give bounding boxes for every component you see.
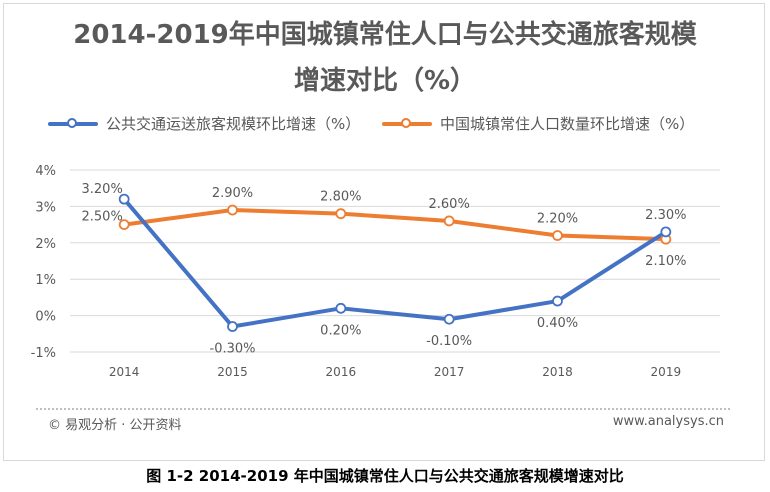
y-tick-label: 1% <box>35 273 56 288</box>
footer-site: www.analysys.cn <box>612 414 724 429</box>
data-label-series2: 2.90% <box>212 186 253 201</box>
data-label-series2: 2.50% <box>82 210 123 225</box>
y-tick-label: 0% <box>35 310 56 325</box>
legend-label-series2: 中国城镇常住人口数量环比增速（%） <box>440 115 695 133</box>
data-point-series1 <box>552 295 563 307</box>
x-tick-label: 2014 <box>109 365 140 379</box>
chart-frame <box>3 3 765 461</box>
data-point-series1 <box>118 193 130 205</box>
legend-label-series1: 公共交通运送旅客规模环比增速（%） <box>106 115 361 133</box>
legend-marker-series2 <box>401 118 411 128</box>
data-label-series2: 2.60% <box>429 197 470 212</box>
data-label-series1: 0.20% <box>320 323 361 338</box>
data-label-series1: -0.30% <box>210 342 256 357</box>
y-tick-label: -1% <box>31 346 56 361</box>
chart-title-line2: 增速对比（%） <box>293 66 477 96</box>
data-label-series1: 2.30% <box>645 208 686 223</box>
data-point-series2 <box>443 215 455 227</box>
figure-caption: 图 1-2 2014-2019 年中国城镇常住人口与公共交通旅客规模增速对比 <box>146 467 624 485</box>
x-tick-label: 2016 <box>326 365 357 379</box>
data-point-series1 <box>660 226 672 238</box>
footer-source: © 易观分析 · 公开资料 <box>48 418 182 433</box>
y-tick-label: 2% <box>35 237 56 252</box>
data-point-series2 <box>552 230 563 241</box>
x-tick-label: 2017 <box>434 365 465 379</box>
data-label-series2: 2.10% <box>645 254 686 269</box>
data-point-series1 <box>227 321 238 332</box>
chart-title-line1: 2014-2019年中国城镇常住人口与公共交通旅客规模 <box>73 20 697 50</box>
legend-item-series2: 中国城镇常住人口数量环比增速（%） <box>382 112 722 136</box>
y-tick-label: 3% <box>35 200 56 215</box>
x-tick-label: 2018 <box>542 365 573 379</box>
data-label-series1: 3.20% <box>82 182 123 197</box>
data-point-series1 <box>335 302 347 314</box>
x-tick-label: 2015 <box>217 365 248 379</box>
legend-marker-series1 <box>67 118 77 128</box>
data-label-series2: 2.80% <box>320 190 361 205</box>
data-label-series1: 0.40% <box>537 316 578 331</box>
footer-divider <box>36 408 730 410</box>
series-line-2 <box>122 208 668 242</box>
data-label-series1: -0.10% <box>426 334 472 349</box>
y-tick-label: 4% <box>35 164 56 179</box>
legend-item-series1: 公共交通运送旅客规模环比增速（%） <box>48 112 378 136</box>
data-point-series2 <box>335 208 347 220</box>
data-label-series2: 2.20% <box>537 212 578 227</box>
series-line-1 <box>122 197 668 329</box>
data-point-series1 <box>443 313 455 325</box>
data-point-series2 <box>118 219 130 231</box>
data-point-series2 <box>227 204 238 216</box>
x-tick-label: 2019 <box>651 365 682 379</box>
